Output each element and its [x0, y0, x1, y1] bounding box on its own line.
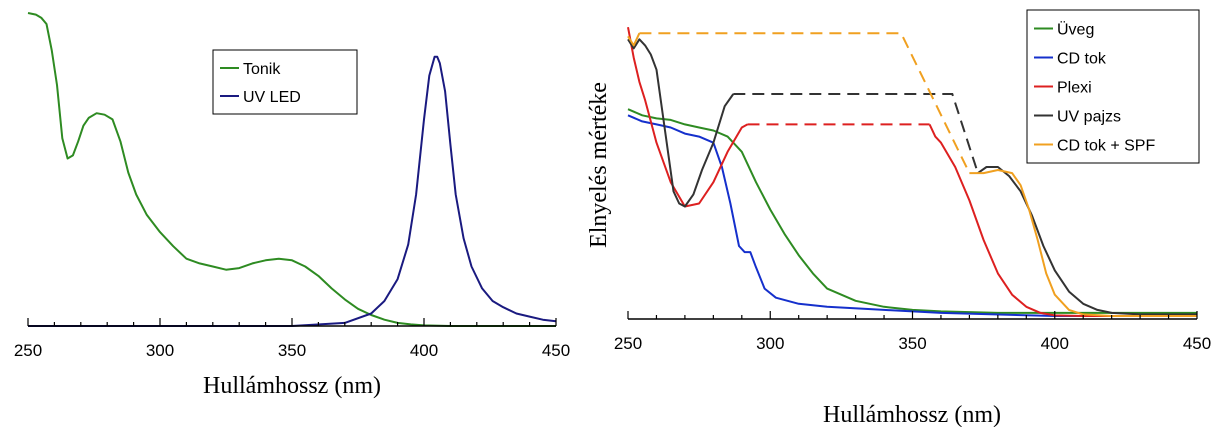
x-tick-label: 450 [1183, 334, 1211, 353]
legend: Tonik UV LED [212, 49, 358, 115]
series-cd-tok [627, 114, 1197, 317]
legend: Üveg CD tok Plexi UV pajzs CD tok + SPF [1026, 9, 1200, 164]
left-chart: 250 300 350 400 450 Hullámhossz (nm) Tonik UV L… [14, 12, 570, 399]
series-dashed-line [733, 93, 979, 174]
series-tonik [27, 12, 556, 327]
series-tail-line [969, 169, 1197, 317]
series-line [28, 55, 557, 327]
x-tick-label: 300 [756, 334, 784, 353]
series-line [27, 12, 556, 327]
x-axis-title: Hullámhossz (nm) [823, 402, 1001, 427]
series-line [627, 108, 1197, 314]
legend-box [212, 49, 358, 115]
legend-label: Tonik [243, 61, 281, 78]
y-axis-title: Elnyelés mértéke [586, 82, 612, 248]
series-tail-line [977, 166, 1197, 316]
right-chart: 250 300 350 400 450 Hullámhossz (nm) Elnyelés … [586, 9, 1211, 427]
series-line [627, 114, 1197, 317]
legend-box [1026, 9, 1200, 164]
series-uv-led [28, 55, 557, 327]
legend-label: Üveg [1057, 21, 1094, 39]
x-tick-label: 350 [898, 334, 926, 353]
series-uv-pajzs [627, 38, 1197, 316]
x-tick-label: 250 [14, 341, 42, 360]
series-line [627, 38, 735, 208]
series-line [627, 27, 748, 208]
x-tick-label: 400 [410, 341, 438, 360]
legend-label: Plexi [1057, 80, 1092, 97]
series-dashed-line [639, 32, 971, 174]
x-tick-label: 300 [146, 341, 174, 360]
legend-label: CD tok [1057, 51, 1107, 68]
legend-label: CD tok + SPF [1057, 138, 1155, 155]
x-axis-title: Hullámhossz (nm) [203, 373, 381, 399]
series-line [627, 32, 641, 47]
series-cd-tok-spf [627, 32, 1197, 317]
x-tick-label: 450 [542, 341, 570, 360]
series-tail-line [928, 123, 1197, 317]
x-tick-label: 350 [278, 341, 306, 360]
series-plexi [627, 27, 1197, 317]
series--veg [627, 108, 1197, 314]
x-tick-label: 400 [1041, 334, 1069, 353]
x-tick-label: 250 [614, 334, 642, 353]
legend-label: UV pajzs [1057, 109, 1121, 126]
legend-label: UV LED [243, 89, 301, 106]
